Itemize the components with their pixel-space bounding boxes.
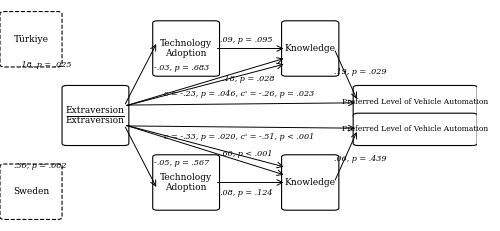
FancyBboxPatch shape xyxy=(0,164,62,219)
Text: c = -.23, p = .046, c' = -.26, p = .023: c = -.23, p = .046, c' = -.26, p = .023 xyxy=(164,90,314,97)
FancyBboxPatch shape xyxy=(353,113,477,146)
FancyBboxPatch shape xyxy=(0,12,62,67)
FancyBboxPatch shape xyxy=(152,155,220,210)
Text: .30, p = .002: .30, p = .002 xyxy=(14,162,67,170)
Text: .09, p = .095: .09, p = .095 xyxy=(220,36,272,44)
Text: Türkiye: Türkiye xyxy=(14,35,48,44)
FancyBboxPatch shape xyxy=(152,21,220,76)
Text: Knowledge: Knowledge xyxy=(284,44,336,53)
FancyBboxPatch shape xyxy=(62,85,129,146)
Text: .19, p = .029: .19, p = .029 xyxy=(334,68,386,76)
Text: .60, p < .001: .60, p < .001 xyxy=(220,150,272,158)
Text: .18, p = .025: .18, p = .025 xyxy=(19,61,72,69)
Text: -.03, p = .683: -.03, p = .683 xyxy=(154,64,209,72)
Text: Technology
Adoption: Technology Adoption xyxy=(160,39,212,58)
Text: Technology
Adoption: Technology Adoption xyxy=(160,173,212,192)
Text: .08, p = .124: .08, p = .124 xyxy=(220,189,272,197)
FancyBboxPatch shape xyxy=(282,21,339,76)
Text: Sweden: Sweden xyxy=(13,187,49,196)
FancyBboxPatch shape xyxy=(353,85,477,118)
Text: .06, p = .439: .06, p = .439 xyxy=(334,155,386,163)
Text: Knowledge: Knowledge xyxy=(284,178,336,187)
Text: Preferred Level of Vehicle Automation: Preferred Level of Vehicle Automation xyxy=(342,125,488,133)
Text: c = -.33, p = .020, c' = -.51, p < .001: c = -.33, p = .020, c' = -.51, p < .001 xyxy=(164,134,314,141)
Text: Extraversion
Extraversion: Extraversion Extraversion xyxy=(66,106,125,125)
Text: -.05, p = .567: -.05, p = .567 xyxy=(154,159,209,167)
FancyBboxPatch shape xyxy=(282,155,339,210)
Text: .18, p = .028: .18, p = .028 xyxy=(222,75,274,82)
Text: Preferred Level of Vehicle Automation: Preferred Level of Vehicle Automation xyxy=(342,98,488,106)
